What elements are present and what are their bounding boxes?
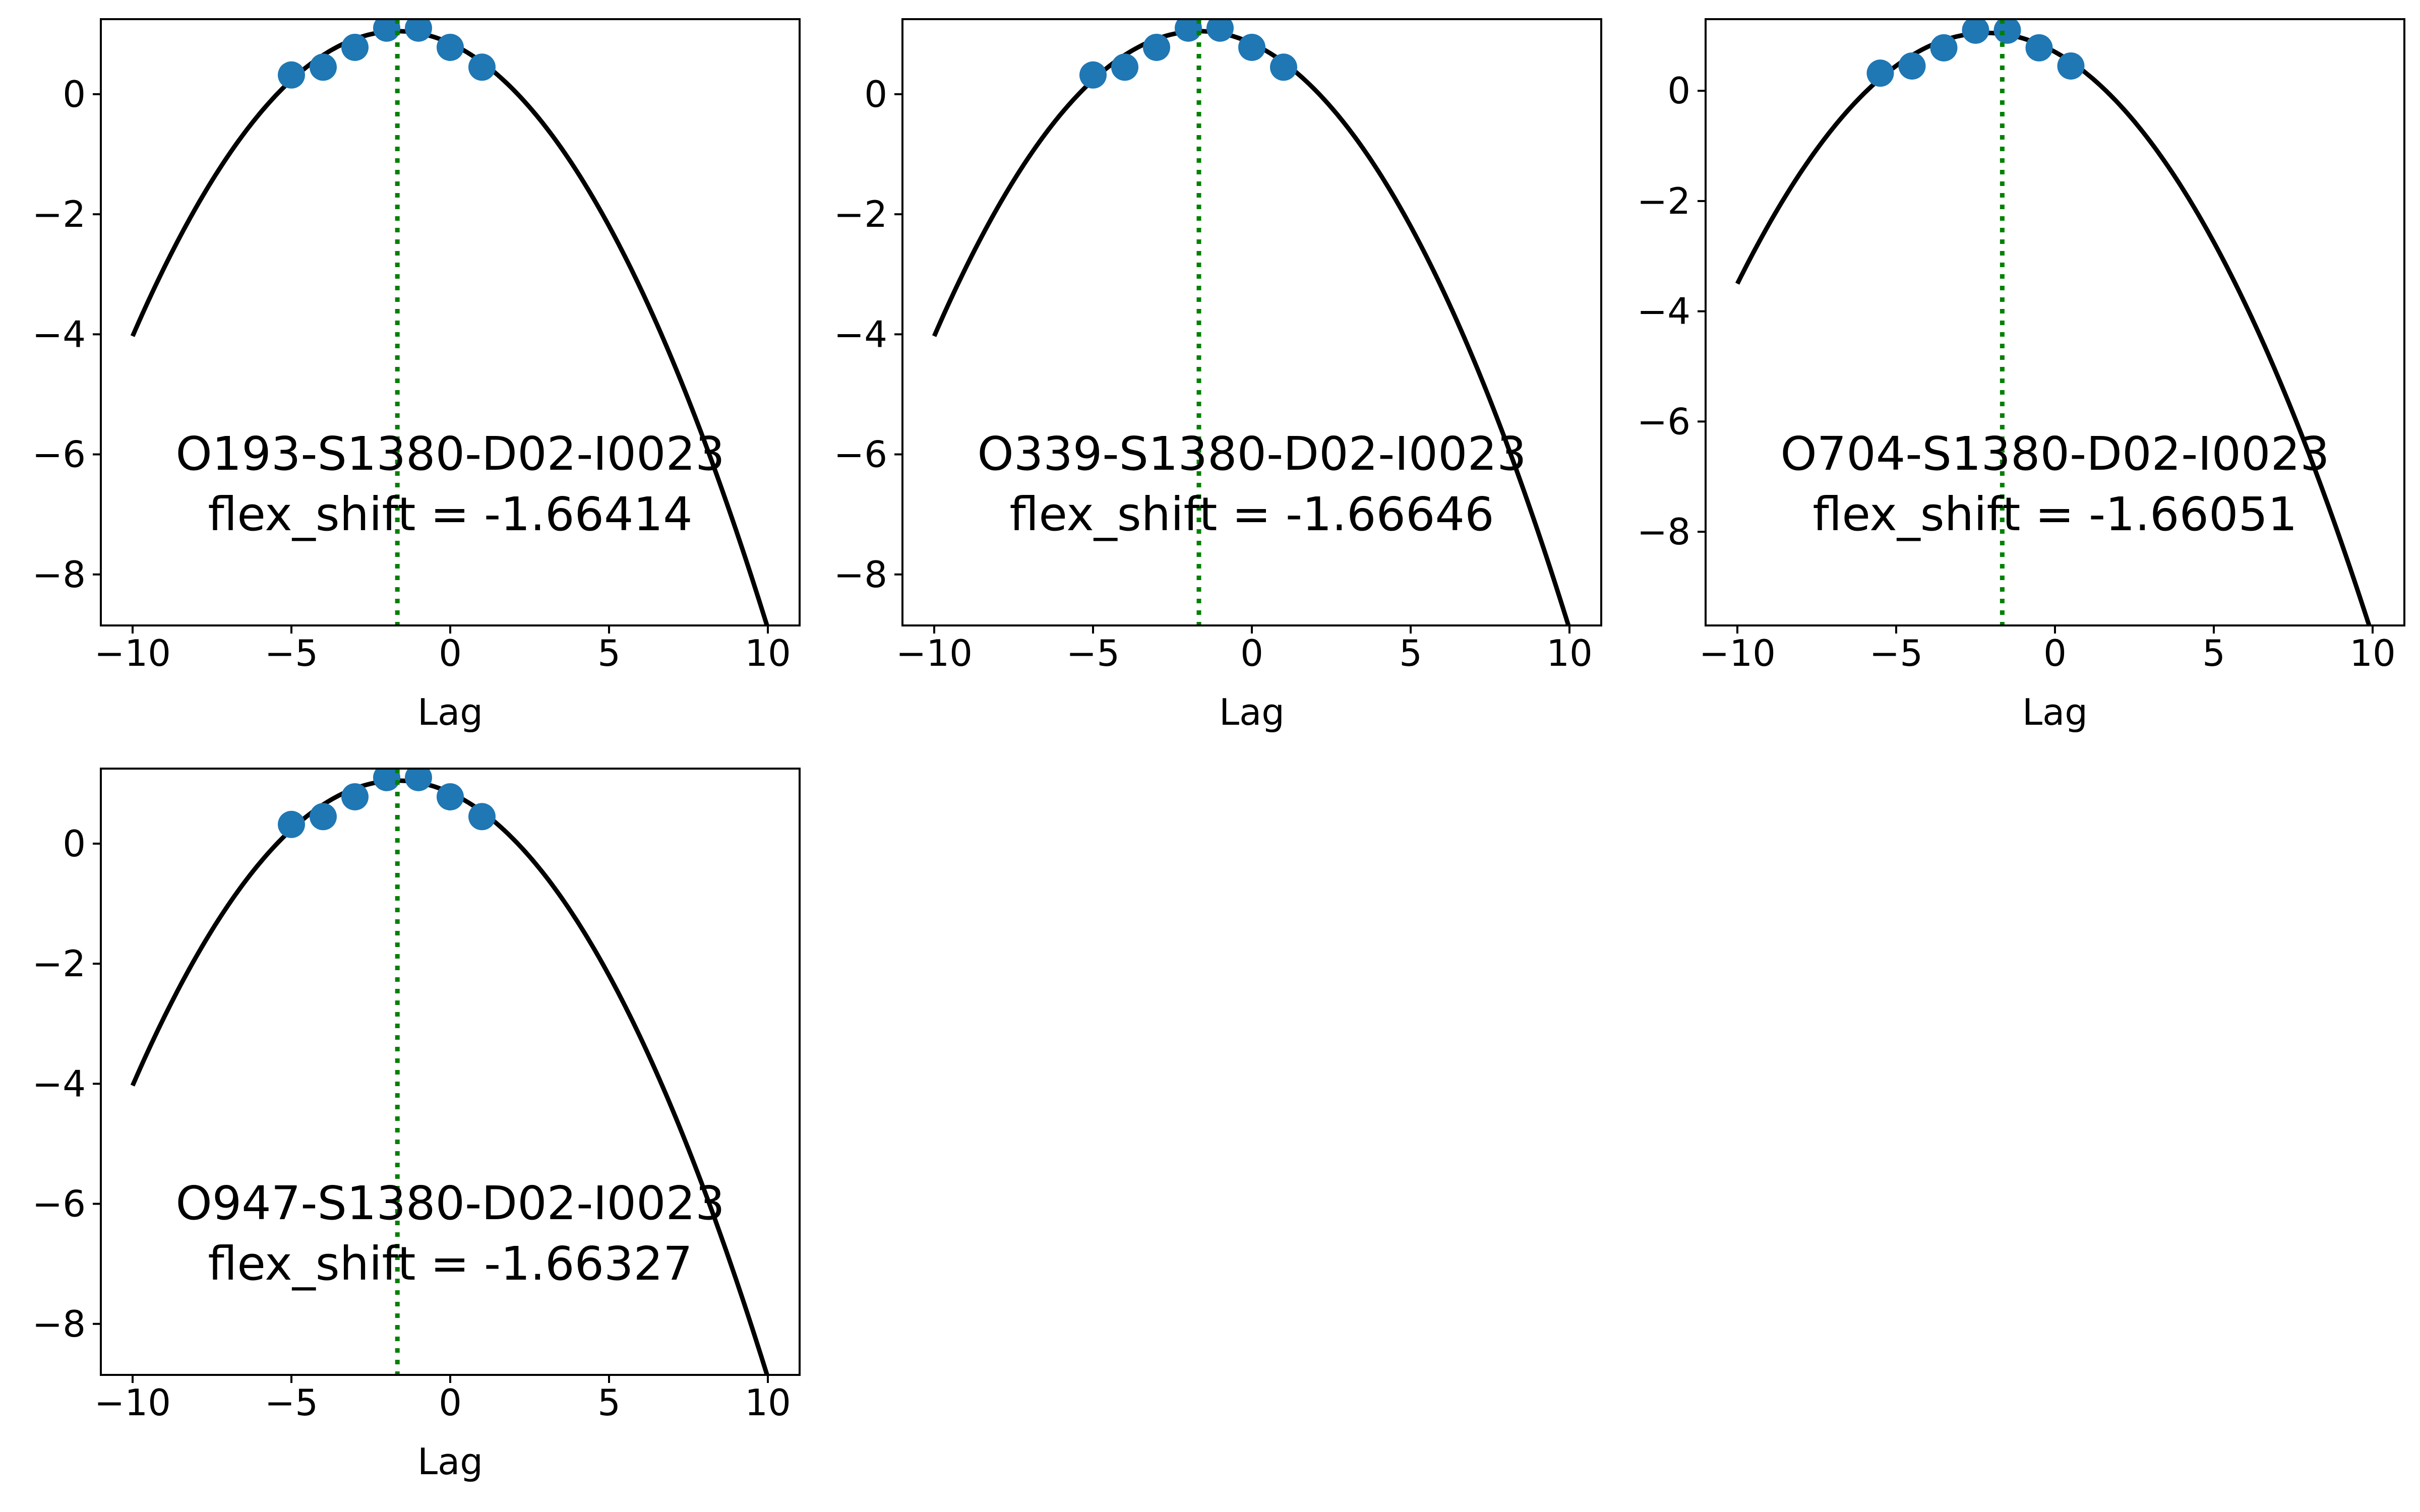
annotation-id: O947-S1380-D02-I0023 (175, 1176, 724, 1230)
data-point (1962, 19, 1989, 44)
y-tick-label: 0 (63, 73, 86, 115)
data-point (1111, 53, 1138, 81)
data-point (437, 783, 464, 810)
y-tick-label: −4 (1637, 290, 1690, 333)
annotation-id: O704-S1380-D02-I0023 (1780, 427, 2329, 481)
plot-area (130, 19, 769, 625)
x-tick-label: −5 (265, 632, 318, 674)
x-tick-label: 0 (439, 1381, 462, 1424)
plot-area (130, 769, 770, 1375)
data-point (405, 769, 432, 791)
annotation-flex-shift: flex_shift = -1.66646 (1009, 487, 1494, 541)
y-tick-label: −6 (1637, 400, 1690, 443)
data-point (1993, 19, 2021, 44)
subplot-3: −10 −5 0 5 10 0 −2 −4 −6 −8 Lag O704-S1380-D02-I002… (1637, 18, 2405, 733)
subplot-2: −10 −5 0 5 10 0 −2 −4 −6 −8 Lag O339-S1380-D02-I002… (834, 18, 1602, 733)
data-point (1079, 61, 1107, 89)
x-axis-label: Lag (417, 691, 483, 733)
y-tick-label: −8 (1637, 511, 1690, 553)
data-point (468, 803, 496, 831)
data-point (1143, 33, 1170, 61)
x-tick-label: −10 (94, 1381, 171, 1424)
data-point (1898, 52, 1926, 80)
annotation-flex-shift: flex_shift = -1.66414 (208, 487, 692, 541)
data-point (1270, 53, 1297, 81)
data-point (1206, 19, 1234, 42)
y-tick-label: −6 (834, 433, 887, 476)
x-tick-label: 10 (745, 1381, 791, 1424)
x-tick-label: 10 (2349, 632, 2396, 674)
y-tick-label: 0 (864, 73, 887, 115)
x-tick-label: 5 (597, 632, 621, 674)
y-tick-label: −8 (32, 553, 86, 596)
y-tick-label: 0 (63, 823, 86, 865)
x-tick-label: 0 (2043, 632, 2067, 674)
x-tick-label: −10 (1699, 632, 1776, 674)
data-point (341, 783, 369, 810)
x-tick-label: 10 (1546, 632, 1593, 674)
y-tick-label: 0 (1667, 70, 1690, 112)
data-point (1238, 33, 1265, 61)
data-point (278, 61, 305, 89)
data-point (2057, 52, 2085, 80)
fit-curve (1735, 30, 2372, 625)
data-point (373, 769, 400, 791)
x-tick-label: −5 (1066, 632, 1120, 674)
y-tick-label: −4 (834, 313, 887, 355)
plot-area (1735, 19, 2372, 625)
data-point (310, 803, 337, 831)
y-tick-label: −6 (32, 1183, 86, 1225)
annotation-flex-shift: flex_shift = -1.66327 (208, 1237, 692, 1291)
y-tick-label: −2 (32, 942, 86, 985)
subplot-1: −10 −5 0 5 10 0 −2 −4 −6 −8 Lag O193-S1380-D02-I002… (32, 18, 801, 733)
x-tick-label: −5 (265, 1381, 318, 1424)
x-tick-label: 10 (745, 632, 791, 674)
y-tick-label: −2 (32, 193, 86, 235)
y-tick-label: −4 (32, 313, 86, 355)
x-tick-label: 0 (439, 632, 462, 674)
x-axis-label: Lag (1219, 691, 1285, 733)
x-tick-label: 5 (1399, 632, 1422, 674)
y-tick-label: −2 (834, 193, 887, 235)
x-axis-label: Lag (2022, 691, 2088, 733)
x-tick-label: −10 (896, 632, 973, 674)
y-tick-label: −2 (1637, 180, 1690, 222)
x-axis-label: Lag (417, 1440, 483, 1483)
y-tick-label: −8 (32, 1303, 86, 1345)
data-point (1175, 19, 1202, 42)
y-tick-label: −6 (32, 433, 86, 476)
x-tick-label: −5 (1869, 632, 1923, 674)
data-point (468, 53, 496, 81)
data-point (1866, 59, 1894, 87)
data-point (373, 19, 400, 42)
x-tick-label: 5 (2202, 632, 2225, 674)
x-tick-label: −10 (94, 632, 171, 674)
data-point (405, 19, 432, 42)
plot-area (932, 19, 1571, 625)
x-tick-label: 0 (1240, 632, 1263, 674)
x-tick-label: 5 (597, 1381, 621, 1424)
data-point (310, 53, 337, 81)
data-point (341, 33, 369, 61)
annotation-flex-shift: flex_shift = -1.66051 (1812, 487, 2297, 541)
data-point (2025, 34, 2053, 61)
data-point (1930, 34, 1958, 61)
annotation-id: O193-S1380-D02-I0023 (175, 427, 724, 481)
y-tick-label: −8 (834, 553, 887, 596)
annotation-id: O339-S1380-D02-I0023 (977, 427, 1526, 481)
y-tick-label: −4 (32, 1062, 86, 1105)
data-point (437, 33, 464, 61)
subplot-4: −10 −5 0 5 10 0 −2 −4 −6 −8 Lag O947-S1380-D02-I002… (32, 768, 801, 1483)
data-point (278, 810, 305, 838)
